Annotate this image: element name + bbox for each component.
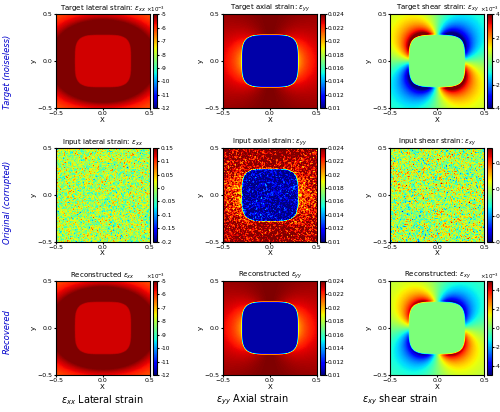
X-axis label: X: X — [100, 117, 105, 123]
Title: Reconstructed $\varepsilon_{yy}$: Reconstructed $\varepsilon_{yy}$ — [238, 269, 302, 281]
X-axis label: X: X — [268, 250, 272, 257]
X-axis label: X: X — [100, 384, 105, 390]
Text: Target (noiseless): Target (noiseless) — [2, 35, 12, 109]
Title: $\times10^{-3}$: $\times10^{-3}$ — [146, 272, 165, 281]
Title: Target shear strain: $\varepsilon_{xy}$: Target shear strain: $\varepsilon_{xy}$ — [396, 3, 478, 14]
X-axis label: X: X — [435, 117, 440, 123]
X-axis label: X: X — [268, 384, 272, 390]
X-axis label: X: X — [268, 117, 272, 123]
Text: Recovered: Recovered — [2, 309, 12, 354]
Title: $\times10^{-3}$: $\times10^{-3}$ — [480, 272, 499, 281]
X-axis label: X: X — [435, 384, 440, 390]
X-axis label: X: X — [435, 250, 440, 257]
Title: Target lateral strain: $\varepsilon_{xx}$: Target lateral strain: $\varepsilon_{xx}… — [60, 4, 146, 14]
X-axis label: X: X — [100, 250, 105, 257]
Y-axis label: y: y — [198, 59, 204, 63]
Title: Reconstructed $\varepsilon_{xx}$: Reconstructed $\varepsilon_{xx}$ — [70, 271, 135, 281]
Text: $\epsilon_{yy}$ Axial strain: $\epsilon_{yy}$ Axial strain — [216, 393, 289, 407]
Y-axis label: y: y — [366, 192, 372, 197]
Text: $\epsilon_{xy}$ shear strain: $\epsilon_{xy}$ shear strain — [362, 393, 438, 407]
Title: $\times10^{-3}$: $\times10^{-3}$ — [146, 5, 165, 14]
Title: Input lateral strain: $\varepsilon_{xx}$: Input lateral strain: $\varepsilon_{xx}$ — [62, 138, 143, 148]
Y-axis label: y: y — [30, 326, 36, 330]
Title: Target axial strain: $\varepsilon_{yy}$: Target axial strain: $\varepsilon_{yy}$ — [230, 3, 310, 14]
Y-axis label: y: y — [366, 59, 372, 63]
Title: Input axial strain: $\varepsilon_{yy}$: Input axial strain: $\varepsilon_{yy}$ — [232, 136, 308, 148]
Y-axis label: y: y — [198, 326, 204, 330]
Text: $\epsilon_{xx}$ Lateral strain: $\epsilon_{xx}$ Lateral strain — [61, 393, 144, 407]
Y-axis label: y: y — [198, 192, 204, 197]
Y-axis label: y: y — [30, 192, 36, 197]
Y-axis label: y: y — [366, 326, 372, 330]
Title: Input shear strain: $\varepsilon_{xy}$: Input shear strain: $\varepsilon_{xy}$ — [398, 136, 476, 148]
Text: Original (corrupted): Original (corrupted) — [2, 160, 12, 243]
Title: Reconstructed: $\varepsilon_{xy}$: Reconstructed: $\varepsilon_{xy}$ — [404, 269, 470, 281]
Title: $\times10^{-3}$: $\times10^{-3}$ — [480, 5, 499, 14]
Y-axis label: y: y — [30, 59, 36, 63]
